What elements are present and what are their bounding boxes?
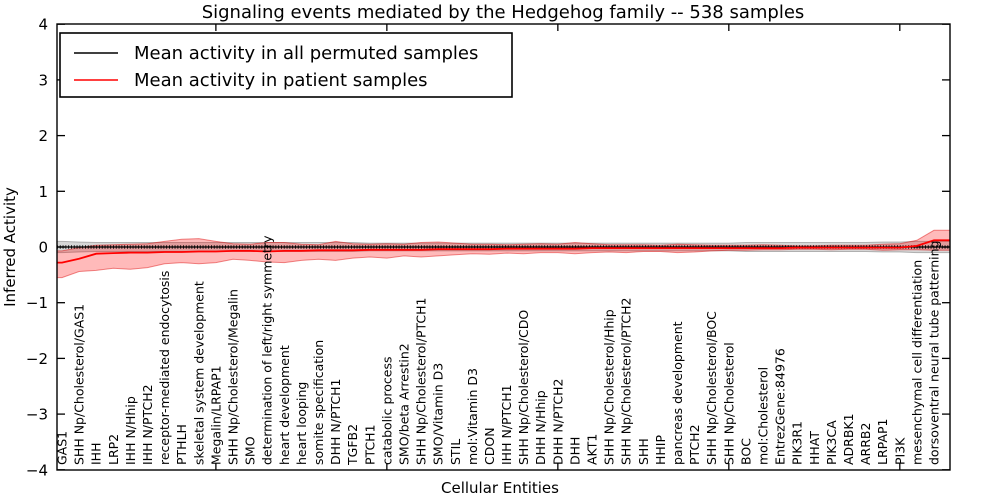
x-tick-label: SHH Np/Cholesterol [721, 342, 736, 465]
x-tick-label: heart looping [294, 382, 309, 465]
x-tick-label: DHH N/PTCH2 [550, 379, 565, 465]
x-tick-label: EntrezGene:84976 [773, 348, 788, 465]
mean-lines [57, 239, 950, 264]
x-tick-label: Megalin/LRPAP1 [208, 365, 223, 465]
x-tick-label: SHH Np/Cholesterol/PTCH1 [414, 298, 429, 466]
x-tick-label: IHH N/PTCH2 [140, 384, 155, 465]
x-tick-label: PTCH2 [687, 424, 702, 465]
y-axis-label: Inferred Activity [1, 187, 19, 307]
x-tick-label: SMO/beta Arrestin2 [397, 343, 412, 465]
x-tick-label: DHH [567, 437, 582, 465]
y-tick-label: 4 [38, 16, 48, 34]
x-tick-label: PIK3R1 [790, 421, 805, 465]
legend: Mean activity in all permuted samples Me… [59, 32, 513, 98]
axis-ticks [57, 23, 950, 471]
x-tick-label: SHH Np/Cholesterol/CDO [516, 310, 531, 465]
y-tick-label: −3 [26, 406, 48, 424]
y-tick-label: 1 [38, 183, 48, 201]
x-tick-label: LRPAP1 [875, 419, 890, 465]
x-tick-label: SHH Np/Cholesterol/Hhip [602, 309, 617, 465]
x-tick-label: GAS1 [55, 431, 70, 465]
x-tick-label: IHH N/PTCH1 [499, 384, 514, 465]
x-tick-label: AKT1 [585, 434, 600, 465]
x-tick-label: PTCH1 [362, 424, 377, 465]
legend-box [59, 32, 513, 98]
plot-border [56, 23, 951, 471]
x-tick-label: IHH [89, 443, 104, 466]
x-tick-label: dorsoventral neural tube patterning [927, 241, 942, 466]
y-tick-label: 2 [38, 127, 48, 145]
y-tick-label: −4 [26, 461, 48, 479]
x-tick-label: heart development [277, 345, 292, 465]
x-tick-label: SHH Np/Cholesterol/PTCH2 [619, 298, 634, 466]
x-tick-label: PI3K [892, 437, 907, 465]
x-axis-label: Cellular Entities [441, 479, 559, 497]
x-tick-label: somite specification [311, 340, 326, 465]
x-tick-label: SHH Np/Cholesterol/GAS1 [72, 304, 87, 465]
x-tick-label: mol:Vitamin D3 [465, 368, 480, 465]
x-tick-label: PTHLH [174, 424, 189, 465]
x-tick-label: DHH N/PTCH1 [328, 379, 343, 465]
x-tick-label: TGFB2 [345, 424, 360, 466]
x-tick-label: catabolic process [379, 356, 394, 465]
x-tick-label: DHH N/Hhip [533, 390, 548, 465]
x-tick-label: HHIP [653, 435, 668, 465]
x-tick-label: determination of left/right symmetry [260, 235, 275, 465]
x-tick-label: STIL [448, 439, 463, 465]
y-tick-label: 3 [38, 71, 48, 89]
legend-label-permuted: Mean activity in all permuted samples [134, 43, 478, 64]
x-tick-label: CDON [482, 427, 497, 465]
x-category-labels: GAS1 SHH Np/Cholesterol/GAS1 IHH LRP2 IHH N/… [55, 235, 942, 466]
x-tick-label: ARRB2 [858, 423, 873, 465]
x-tick-label: skeletal system development [191, 281, 206, 465]
x-tick-label: mesenchymal cell differentiation [909, 260, 924, 465]
x-tick-label: SHH [636, 438, 651, 465]
x-tick-label: SMO/Vitamin D3 [431, 363, 446, 465]
y-tick-labels: −4 −3 −2 −1 0 1 2 3 4 [26, 16, 48, 480]
x-tick-label: LRP2 [106, 434, 121, 465]
x-tick-label: receptor-mediated endocytosis [157, 271, 172, 465]
legend-label-patient: Mean activity in patient samples [134, 70, 428, 91]
x-tick-label: BOC [738, 438, 753, 465]
y-tick-label: −2 [26, 350, 48, 368]
x-tick-label: SHH Np/Cholesterol/Megalin [226, 289, 241, 465]
x-tick-label: PIK3CA [824, 420, 839, 465]
y-tick-label: −1 [26, 294, 48, 312]
x-tick-label: mol:Cholesterol [756, 367, 771, 465]
x-tick-label: SMO [243, 436, 258, 465]
x-tick-label: HHAT [807, 431, 822, 465]
y-tick-label: 0 [38, 239, 48, 257]
x-tick-label: ADRBK1 [841, 413, 856, 465]
x-tick-label: pancreas development [670, 321, 685, 465]
x-tick-label: SHH Np/Cholesterol/BOC [704, 311, 719, 465]
chart-title: Signaling events mediated by the Hedgeho… [202, 2, 805, 23]
patient-mean-line [57, 239, 950, 264]
x-tick-label: IHH N/Hhip [123, 396, 138, 465]
